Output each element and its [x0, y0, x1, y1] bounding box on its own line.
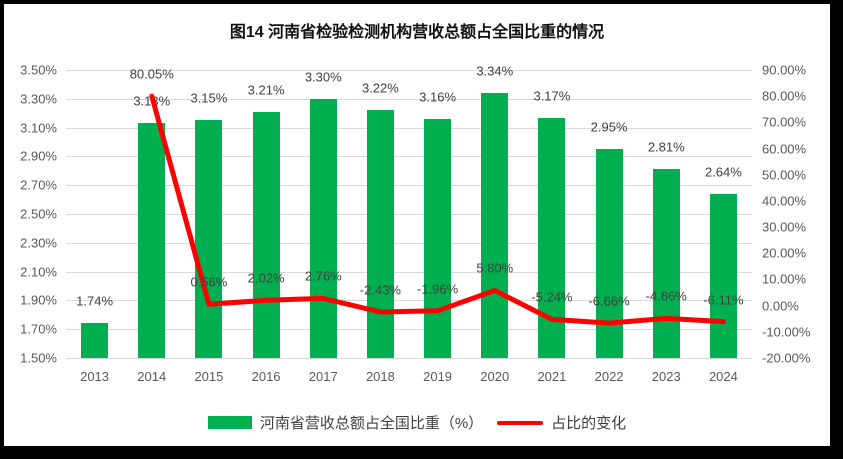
- y-axis-tick-right: 0.00%: [762, 298, 799, 314]
- line-label: 2.76%: [304, 268, 342, 284]
- y-axis-tick-right: -10.00%: [762, 324, 811, 340]
- y-axis-tick-left: 2.10%: [20, 264, 57, 280]
- bar: [138, 123, 166, 358]
- y-axis-tick-left: 1.90%: [20, 292, 57, 308]
- gridline: [66, 243, 752, 244]
- y-axis-tick-left: 2.30%: [20, 235, 57, 251]
- legend-bar-label: 河南省营收总额占全国比重（%）: [259, 415, 484, 432]
- line-label: 2.02%: [247, 270, 285, 286]
- y-axis-tick-right: 70.00%: [762, 114, 807, 130]
- bar: [252, 111, 280, 358]
- bar: [652, 169, 680, 358]
- x-axis-label: 2015: [194, 369, 224, 384]
- x-axis-label: 2022: [594, 369, 624, 384]
- bar-label: 2.64%: [704, 164, 742, 180]
- y-axis-tick-right: 60.00%: [762, 141, 807, 157]
- y-axis-tick-right: -20.00%: [762, 350, 811, 366]
- bar-label: 3.21%: [247, 82, 285, 98]
- bar: [595, 149, 623, 358]
- y-axis-tick-left: 2.50%: [20, 206, 57, 222]
- y-axis-tick-left: 3.10%: [20, 120, 57, 136]
- line-label: -1.96%: [416, 281, 459, 297]
- bar-label: 3.17%: [533, 88, 571, 104]
- line-label: 0.56%: [190, 274, 228, 290]
- bar-series-swatch-icon: [207, 416, 252, 429]
- chart-canvas: 图14 河南省检验检测机构营收总额占全国比重的情况 河南省营收总额占全国比重（%…: [4, 4, 830, 446]
- y-axis-tick-left: 3.30%: [20, 91, 57, 107]
- gridline: [66, 272, 752, 273]
- x-axis-label: 2016: [251, 369, 281, 384]
- y-axis-tick-right: 30.00%: [762, 219, 807, 235]
- y-axis-tick-left: 2.70%: [20, 177, 57, 193]
- bar: [709, 193, 737, 358]
- x-axis-label: 2024: [708, 369, 738, 384]
- x-axis-label: 2020: [480, 369, 510, 384]
- bar-label: 3.16%: [419, 89, 457, 105]
- y-axis-tick-right: 90.00%: [762, 62, 807, 78]
- bar: [366, 110, 394, 358]
- gridline: [66, 70, 752, 71]
- y-axis-tick-right: 10.00%: [762, 271, 807, 287]
- y-axis-tick-left: 1.50%: [20, 350, 57, 366]
- gridline: [66, 156, 752, 157]
- legend-line-label: 占比的变化: [551, 415, 627, 432]
- line-label: -2.43%: [359, 282, 402, 298]
- chart-title: 图14 河南省检验检测机构营收总额占全国比重的情况: [229, 24, 605, 41]
- bar: [481, 93, 509, 358]
- y-axis-tick-left: 3.50%: [20, 62, 57, 78]
- line-label: -6.66%: [588, 293, 630, 309]
- bar-label: 3.30%: [304, 69, 342, 85]
- gridline: [66, 214, 752, 215]
- x-axis-label: 2013: [80, 369, 110, 384]
- legend: 河南省营收总额占全国比重（%） 占比的变化: [4, 412, 830, 433]
- legend-item-line: 占比的变化: [497, 412, 626, 433]
- bar-label: 3.22%: [361, 80, 399, 96]
- y-axis-tick-right: 80.00%: [762, 88, 807, 104]
- line-label: -5.24%: [531, 289, 573, 305]
- bar: [538, 117, 566, 358]
- x-axis-label: 2023: [651, 369, 681, 384]
- bar: [424, 118, 452, 358]
- y-axis-tick-left: 2.90%: [20, 148, 57, 164]
- bar: [309, 98, 337, 358]
- x-axis-label: 2014: [137, 369, 167, 384]
- gridline: [66, 185, 752, 186]
- legend-item-bar: 河南省营收总额占全国比重（%）: [207, 412, 484, 433]
- line-label: -4.86%: [645, 288, 687, 304]
- x-axis-label: 2017: [308, 369, 338, 384]
- bar-label: 3.13%: [133, 93, 171, 109]
- y-axis-tick-right: 20.00%: [762, 245, 807, 261]
- gridline: [66, 128, 752, 129]
- y-axis-tick-right: 40.00%: [762, 193, 807, 209]
- bar: [195, 120, 223, 358]
- x-axis-label: 2021: [537, 369, 567, 384]
- bar-label: 3.15%: [190, 90, 228, 106]
- bar-label: 2.95%: [590, 119, 628, 135]
- gridline: [66, 358, 752, 359]
- bar-label: 1.74%: [76, 293, 114, 309]
- x-axis-label: 2018: [365, 369, 395, 384]
- gridline: [66, 329, 752, 330]
- line-label: 80.05%: [129, 66, 174, 82]
- y-axis-tick-left: 1.70%: [20, 321, 57, 337]
- bar-label: 3.34%: [476, 63, 514, 79]
- bar-label: 2.81%: [647, 139, 685, 155]
- line-label: 5.80%: [476, 260, 514, 276]
- y-axis-tick-right: 50.00%: [762, 167, 807, 183]
- line-label: -6.11%: [703, 292, 744, 308]
- x-axis-label: 2019: [423, 369, 453, 384]
- line-series-swatch-icon: [497, 420, 544, 425]
- bar: [81, 323, 109, 358]
